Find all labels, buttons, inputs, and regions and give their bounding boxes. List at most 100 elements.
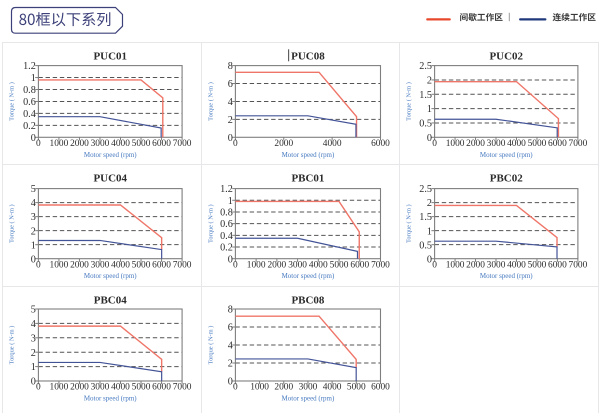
svg-text:3000: 3000 xyxy=(298,383,317,393)
svg-text:1000: 1000 xyxy=(50,139,69,149)
svg-text:Torque ( N-m ): Torque ( N-m ) xyxy=(207,204,214,243)
svg-text:2: 2 xyxy=(31,348,36,359)
svg-text:7000: 7000 xyxy=(173,383,192,393)
svg-text:1000: 1000 xyxy=(446,139,465,149)
svg-text:5000: 5000 xyxy=(347,383,366,393)
svg-text:1: 1 xyxy=(31,240,36,251)
svg-text:0.6: 0.6 xyxy=(23,97,36,108)
svg-text:0: 0 xyxy=(233,383,238,393)
svg-text:4000: 4000 xyxy=(111,139,130,149)
svg-text:6000: 6000 xyxy=(371,139,390,149)
svg-text:0.2: 0.2 xyxy=(220,243,233,254)
svg-text:PUC04: PUC04 xyxy=(93,173,127,185)
svg-text:Torque ( N-m ): Torque ( N-m ) xyxy=(9,326,16,365)
svg-text:3000: 3000 xyxy=(288,260,307,270)
svg-text:0: 0 xyxy=(433,260,438,270)
svg-text:2: 2 xyxy=(427,76,432,87)
svg-text:0: 0 xyxy=(427,254,432,265)
svg-text:3: 3 xyxy=(31,212,36,223)
svg-text:0: 0 xyxy=(31,254,36,265)
svg-text:2000: 2000 xyxy=(70,139,89,149)
svg-text:4000: 4000 xyxy=(322,139,341,149)
svg-text:0: 0 xyxy=(433,139,438,149)
svg-text:PUC08: PUC08 xyxy=(291,51,325,63)
svg-text:0: 0 xyxy=(36,139,41,149)
svg-text:2000: 2000 xyxy=(267,260,286,270)
svg-text:2000: 2000 xyxy=(466,260,485,270)
svg-text:0: 0 xyxy=(233,260,238,270)
svg-text:2.5: 2.5 xyxy=(420,184,433,195)
svg-text:7000: 7000 xyxy=(173,139,192,149)
svg-text:0: 0 xyxy=(31,133,36,144)
svg-text:1000: 1000 xyxy=(250,383,269,393)
svg-text:5000: 5000 xyxy=(528,139,547,149)
svg-text:2000: 2000 xyxy=(274,139,293,149)
svg-text:1: 1 xyxy=(31,73,36,84)
svg-text:3000: 3000 xyxy=(487,260,506,270)
svg-text:Torque ( N-m ): Torque ( N-m ) xyxy=(406,204,413,243)
svg-text:2: 2 xyxy=(227,359,232,370)
svg-text:5000: 5000 xyxy=(329,260,348,270)
svg-text:4: 4 xyxy=(227,97,232,108)
svg-text:0: 0 xyxy=(36,260,41,270)
svg-text:6: 6 xyxy=(227,79,232,90)
svg-text:Motor speed (rpm): Motor speed (rpm) xyxy=(84,151,137,159)
svg-text:0.8: 0.8 xyxy=(220,208,233,219)
svg-text:Motor speed (rpm): Motor speed (rpm) xyxy=(84,272,137,280)
svg-text:0: 0 xyxy=(31,377,36,388)
svg-text:2000: 2000 xyxy=(466,139,485,149)
svg-text:4000: 4000 xyxy=(507,139,526,149)
svg-text:4: 4 xyxy=(31,319,36,330)
svg-text:0.5: 0.5 xyxy=(420,240,433,251)
svg-text:7000: 7000 xyxy=(569,139,588,149)
svg-text:2000: 2000 xyxy=(274,383,293,393)
svg-text:Motor speed (rpm): Motor speed (rpm) xyxy=(281,272,334,280)
svg-text:0: 0 xyxy=(427,133,432,144)
svg-text:5000: 5000 xyxy=(132,260,151,270)
svg-text:7000: 7000 xyxy=(173,260,192,270)
svg-text:2: 2 xyxy=(427,198,432,209)
svg-text:0: 0 xyxy=(233,139,238,149)
svg-text:Motor speed (rpm): Motor speed (rpm) xyxy=(281,395,334,403)
svg-text:PUC02: PUC02 xyxy=(490,51,524,63)
svg-text:5000: 5000 xyxy=(132,139,151,149)
svg-text:7000: 7000 xyxy=(569,260,588,270)
svg-text:2000: 2000 xyxy=(70,383,89,393)
svg-text:1.5: 1.5 xyxy=(420,212,433,223)
svg-text:1.5: 1.5 xyxy=(420,90,433,101)
svg-text:4000: 4000 xyxy=(322,383,341,393)
svg-text:PBC02: PBC02 xyxy=(490,173,523,185)
svg-text:4000: 4000 xyxy=(507,260,526,270)
svg-text:6000: 6000 xyxy=(350,260,369,270)
svg-text:8: 8 xyxy=(227,61,232,72)
svg-text:6000: 6000 xyxy=(548,260,567,270)
svg-text:1: 1 xyxy=(427,104,432,115)
svg-text:0: 0 xyxy=(36,383,41,393)
svg-text:1000: 1000 xyxy=(50,383,69,393)
svg-text:8: 8 xyxy=(227,305,232,316)
svg-text:3: 3 xyxy=(31,334,36,345)
svg-text:4: 4 xyxy=(227,341,232,352)
svg-text:6000: 6000 xyxy=(548,139,567,149)
svg-text:7000: 7000 xyxy=(371,260,390,270)
svg-text:1.2: 1.2 xyxy=(220,184,233,195)
svg-text:6000: 6000 xyxy=(152,260,171,270)
svg-text:3000: 3000 xyxy=(487,139,506,149)
svg-text:6000: 6000 xyxy=(371,383,390,393)
svg-text:Motor speed (rpm): Motor speed (rpm) xyxy=(480,151,533,159)
svg-text:0.2: 0.2 xyxy=(23,121,36,132)
svg-text:4000: 4000 xyxy=(309,260,328,270)
svg-text:PBC01: PBC01 xyxy=(291,173,324,185)
svg-text:0.5: 0.5 xyxy=(420,119,433,130)
svg-text:Torque ( N-m ): Torque ( N-m ) xyxy=(9,82,16,121)
svg-text:6000: 6000 xyxy=(152,383,171,393)
svg-text:4000: 4000 xyxy=(111,383,130,393)
svg-text:1: 1 xyxy=(227,196,232,207)
svg-text:1000: 1000 xyxy=(446,260,465,270)
svg-text:Motor speed (rpm): Motor speed (rpm) xyxy=(281,151,334,159)
svg-text:4000: 4000 xyxy=(111,260,130,270)
svg-text:5: 5 xyxy=(31,184,36,195)
svg-text:2.5: 2.5 xyxy=(420,61,433,72)
svg-text:4: 4 xyxy=(31,198,36,209)
svg-text:0.4: 0.4 xyxy=(23,109,36,120)
